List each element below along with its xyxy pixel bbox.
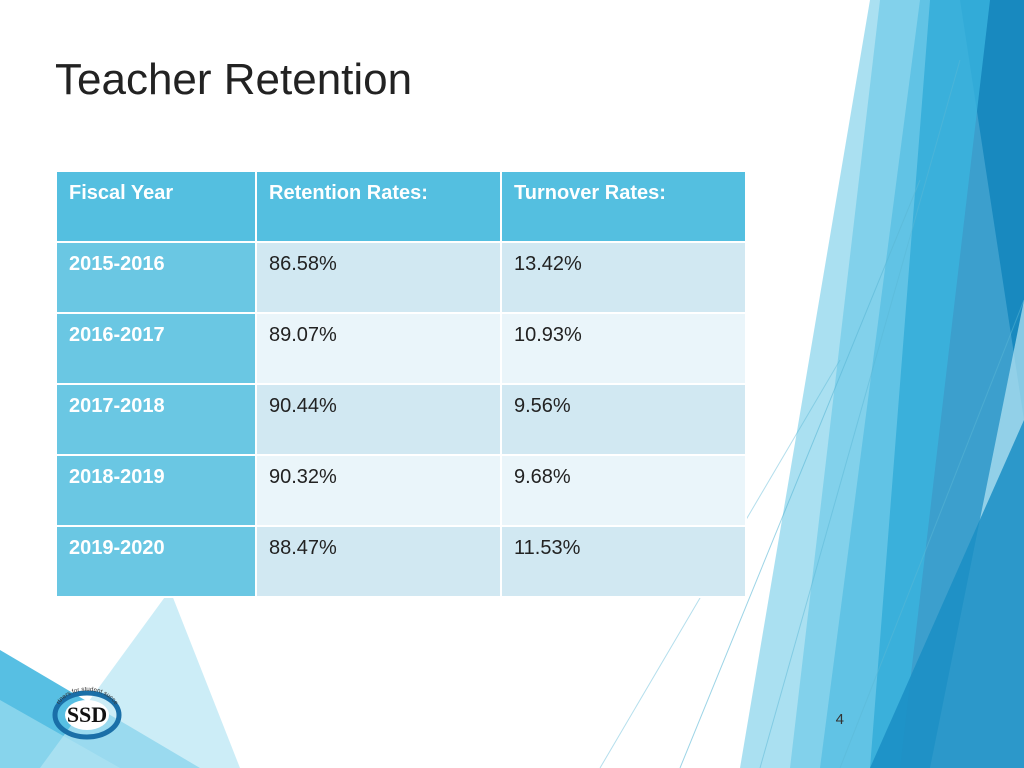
page-number: 4 <box>836 711 844 728</box>
row-value: 90.32% <box>256 455 501 526</box>
slide-title: Teacher Retention <box>55 55 412 105</box>
row-year: 2019-2020 <box>56 526 256 597</box>
svg-text:SSD: SSD <box>67 702 107 727</box>
col-retention-rates: Retention Rates: <box>256 171 501 242</box>
table-row: 2015-2016 86.58% 13.42% <box>56 242 746 313</box>
table-row: 2018-2019 90.32% 9.68% <box>56 455 746 526</box>
row-value: 88.47% <box>256 526 501 597</box>
row-value: 89.07% <box>256 313 501 384</box>
row-year: 2017-2018 <box>56 384 256 455</box>
table-row: 2019-2020 88.47% 11.53% <box>56 526 746 597</box>
table-header-row: Fiscal Year Retention Rates: Turnover Ra… <box>56 171 746 242</box>
row-value: 9.68% <box>501 455 746 526</box>
ssd-logo: SSD partners for student success <box>45 679 135 743</box>
row-value: 13.42% <box>501 242 746 313</box>
col-turnover-rates: Turnover Rates: <box>501 171 746 242</box>
row-value: 9.56% <box>501 384 746 455</box>
row-value: 10.93% <box>501 313 746 384</box>
row-year: 2016-2017 <box>56 313 256 384</box>
row-value: 86.58% <box>256 242 501 313</box>
row-year: 2018-2019 <box>56 455 256 526</box>
row-year: 2015-2016 <box>56 242 256 313</box>
retention-table: Fiscal Year Retention Rates: Turnover Ra… <box>55 170 747 598</box>
row-value: 90.44% <box>256 384 501 455</box>
row-value: 11.53% <box>501 526 746 597</box>
table-row: 2016-2017 89.07% 10.93% <box>56 313 746 384</box>
table-row: 2017-2018 90.44% 9.56% <box>56 384 746 455</box>
col-fiscal-year: Fiscal Year <box>56 171 256 242</box>
